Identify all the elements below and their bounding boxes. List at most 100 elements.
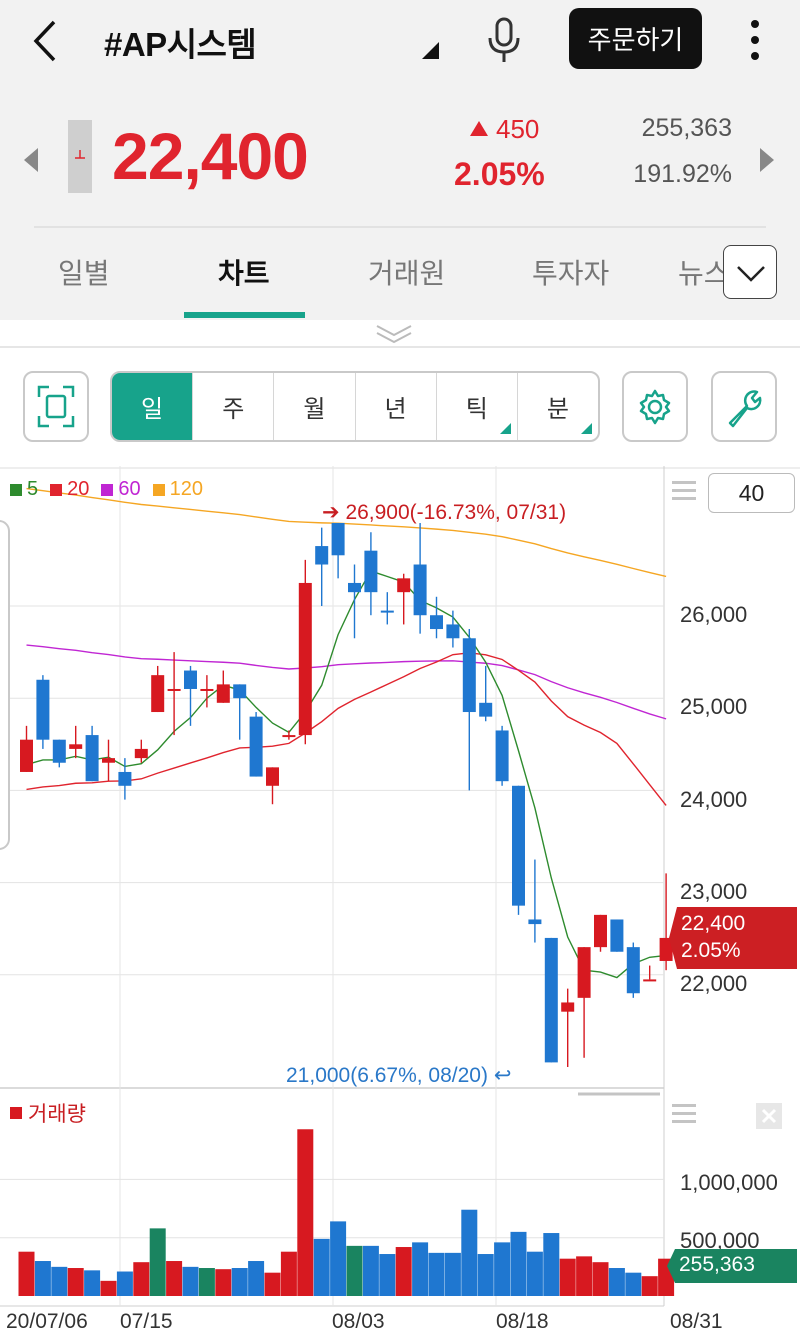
marker-pct: 2.05% — [681, 939, 741, 962]
tab-broker[interactable]: 거래원 — [368, 258, 446, 289]
volume-bar — [149, 1228, 166, 1296]
tab-chart[interactable]: 차트 — [218, 258, 270, 289]
volume-bar — [461, 1209, 478, 1296]
candle-body — [184, 670, 197, 689]
chart-tools-button[interactable] — [711, 371, 777, 442]
low-annotation-text: 21,000(6.67%, 08/20) — [286, 1064, 488, 1087]
stock-title[interactable]: #AP시스템 — [104, 26, 257, 63]
volume-bar — [248, 1261, 265, 1296]
close-volume-panel-button[interactable] — [756, 1103, 782, 1129]
volume-bar — [84, 1270, 101, 1296]
candle-body — [577, 947, 591, 998]
candle-body — [446, 624, 460, 639]
volume-bar — [313, 1238, 330, 1296]
period-week[interactable]: 주 — [193, 373, 275, 440]
current-volume-marker: 255,363 — [667, 1249, 797, 1283]
volume-bar — [641, 1276, 658, 1296]
candlestick-chart[interactable] — [0, 466, 800, 1335]
volume-bar — [264, 1272, 281, 1296]
candle-body — [610, 919, 624, 952]
candle-body — [479, 702, 493, 717]
y-axis-label: 24,000 — [680, 787, 748, 812]
period-week-label: 주 — [222, 396, 245, 423]
candle-body — [85, 735, 99, 782]
volume-bar — [576, 1256, 593, 1296]
candle-body — [626, 947, 640, 994]
volume-bar — [133, 1262, 150, 1296]
period-month-label: 월 — [303, 396, 326, 423]
volume-bar — [608, 1268, 625, 1296]
candle-body — [315, 546, 329, 565]
more-options-icon[interactable] — [742, 16, 768, 64]
period-year[interactable]: 년 — [356, 373, 437, 440]
fullscreen-button[interactable] — [23, 371, 89, 442]
volume-bar — [166, 1261, 183, 1296]
period-tick[interactable]: 틱 — [437, 373, 518, 440]
expand-tabs-button[interactable] — [723, 245, 777, 299]
current-price: 22,400 — [112, 119, 309, 193]
legend-swatch — [101, 483, 114, 496]
legend-ma20: 20 — [50, 478, 89, 501]
candle-body — [659, 937, 673, 961]
legend-ma120-label: 120 — [169, 478, 203, 500]
next-stock-arrow-icon[interactable] — [760, 148, 774, 172]
volume-bar — [412, 1242, 429, 1296]
volume-bar — [198, 1268, 215, 1296]
volume-bar — [510, 1231, 527, 1296]
candle-body — [413, 564, 427, 616]
toolbar-divider — [0, 346, 800, 348]
candle-body — [52, 739, 66, 763]
chevron-down-icon — [737, 266, 765, 282]
legend-swatch — [50, 483, 63, 496]
volume-axis-label: 500,000 — [680, 1228, 760, 1253]
x-axis-label: 20/07/06 — [6, 1310, 88, 1333]
candle-body — [282, 735, 296, 738]
candle-body — [20, 739, 33, 772]
candle-count-input[interactable]: 40 — [708, 473, 795, 513]
order-button[interactable]: 주문하기 — [569, 8, 702, 69]
title-dropdown-icon[interactable] — [422, 42, 439, 59]
candle-body — [331, 523, 345, 556]
volume-ratio: 191.92% — [633, 160, 732, 188]
candle-body — [528, 919, 542, 925]
ma120-line — [26, 487, 667, 578]
volume-bar — [280, 1251, 297, 1296]
period-month[interactable]: 월 — [274, 373, 356, 440]
volume-bar — [100, 1280, 117, 1296]
period-selector: 일 주 월 년 틱 분 — [110, 371, 600, 442]
chart-settings-button[interactable] — [622, 371, 688, 442]
candle-body — [380, 610, 394, 613]
up-triangle-icon — [470, 121, 488, 136]
wrench-icon — [728, 390, 762, 428]
y-axis-label: 26,000 — [680, 602, 748, 627]
trading-volume: 255,363 — [641, 114, 732, 142]
x-axis-label: 08/03 — [332, 1310, 385, 1333]
candle-body — [102, 758, 115, 763]
microphone-icon[interactable] — [484, 16, 524, 64]
volume-bar — [543, 1233, 560, 1296]
volume-bar — [625, 1272, 642, 1296]
candle-body — [397, 578, 411, 593]
back-arrow-icon[interactable] — [28, 18, 68, 64]
volume-panel-title: 거래량 — [10, 1098, 86, 1128]
volume-bar — [346, 1245, 363, 1296]
period-day[interactable]: 일 — [112, 373, 194, 440]
volume-bar — [231, 1268, 248, 1296]
tab-daily[interactable]: 일별 — [58, 258, 110, 289]
prev-stock-arrow-icon[interactable] — [24, 148, 38, 172]
candle-body — [298, 582, 312, 736]
left-panel-handle[interactable] — [0, 520, 10, 850]
chart-menu-icon[interactable] — [672, 481, 696, 503]
tab-news[interactable]: 뉴스 — [678, 258, 724, 289]
volume-bar — [559, 1258, 576, 1296]
x-axis-label: 07/15 — [120, 1310, 173, 1333]
chart-area[interactable] — [0, 466, 800, 1335]
candle-body — [512, 785, 525, 906]
collapse-handle-icon[interactable] — [375, 322, 413, 346]
volume-menu-icon[interactable] — [672, 1104, 696, 1126]
current-price-marker: 22,400 2.05% — [669, 907, 797, 969]
period-minute[interactable]: 분 — [518, 373, 598, 440]
candle-body — [36, 679, 50, 740]
tab-investor[interactable]: 투자자 — [532, 258, 610, 289]
candle-body — [167, 688, 181, 691]
